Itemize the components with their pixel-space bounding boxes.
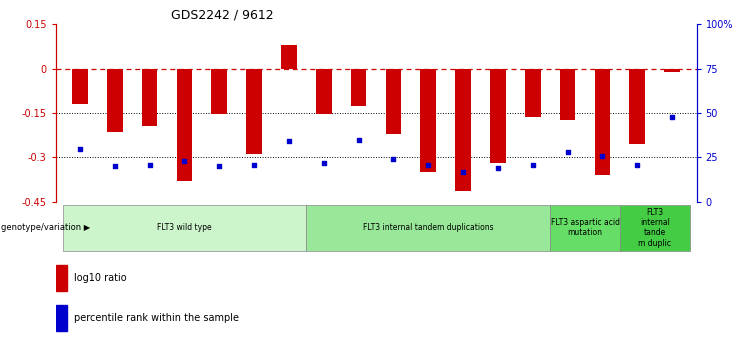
Text: GDS2242 / 9612: GDS2242 / 9612: [171, 9, 273, 22]
Point: [492, 165, 504, 171]
Point: [527, 162, 539, 167]
Point: [562, 149, 574, 155]
Point: [318, 160, 330, 166]
Point: [179, 158, 190, 164]
Point: [283, 139, 295, 144]
Bar: [420, 69, 436, 172]
Bar: [211, 69, 227, 115]
Text: FLT3 internal tandem duplications: FLT3 internal tandem duplications: [363, 223, 494, 232]
Point: [109, 164, 121, 169]
Point: [631, 162, 643, 167]
FancyBboxPatch shape: [620, 205, 690, 251]
FancyBboxPatch shape: [551, 205, 620, 251]
Bar: [594, 69, 611, 175]
Point: [597, 153, 608, 158]
Point: [74, 146, 86, 151]
Point: [213, 164, 225, 169]
Bar: [107, 69, 122, 132]
Bar: [490, 69, 506, 163]
Text: FLT3
internal
tande
m duplic: FLT3 internal tande m duplic: [638, 208, 671, 248]
Bar: [281, 45, 297, 69]
FancyBboxPatch shape: [306, 205, 551, 251]
Bar: [525, 69, 541, 117]
Bar: [385, 69, 402, 134]
Bar: [455, 69, 471, 191]
Text: log10 ratio: log10 ratio: [73, 273, 126, 283]
Point: [422, 162, 434, 167]
Text: genotype/variation ▶: genotype/variation ▶: [1, 223, 90, 232]
Point: [388, 156, 399, 162]
Text: percentile rank within the sample: percentile rank within the sample: [73, 313, 239, 323]
Bar: [246, 69, 262, 155]
Bar: [56, 305, 67, 331]
Bar: [142, 69, 158, 126]
Point: [353, 137, 365, 142]
Bar: [176, 69, 193, 181]
Point: [144, 162, 156, 167]
Point: [248, 162, 260, 167]
Bar: [630, 69, 645, 144]
Point: [457, 169, 469, 174]
Text: FLT3 aspartic acid
mutation: FLT3 aspartic acid mutation: [551, 218, 619, 237]
Point: [666, 114, 678, 119]
Text: FLT3 wild type: FLT3 wild type: [157, 223, 212, 232]
Bar: [559, 69, 576, 120]
Bar: [56, 265, 67, 291]
FancyBboxPatch shape: [62, 205, 306, 251]
Bar: [316, 69, 332, 115]
Bar: [665, 69, 680, 71]
Bar: [350, 69, 367, 106]
Bar: [72, 69, 87, 104]
